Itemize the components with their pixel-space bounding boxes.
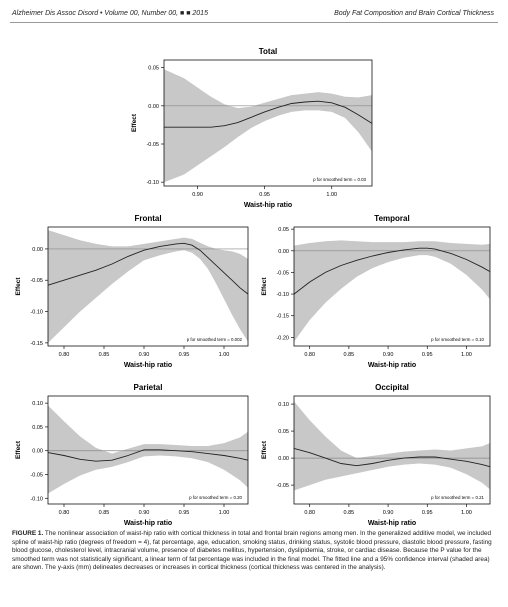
fitted-line (47, 449, 249, 462)
y-axis-label: Effect (15, 440, 22, 459)
chart-occipital: Occipital 0.10 0.05 0.00 -0.05 0.80 0.85 0.90 0.… (261, 383, 491, 527)
y-tick-label: -0.10 (30, 496, 43, 502)
x-tick-label: 0.95 (179, 352, 190, 358)
y-tick-label: -0.05 (30, 473, 43, 479)
y-axis-label: Effect (131, 113, 138, 132)
x-tick-label: 0.90 (192, 192, 203, 198)
figure-label: FIGURE 1. (12, 530, 44, 537)
y-tick-label: 0.00 (278, 249, 289, 255)
p-value-annotation: p for smoothed term = 0.10 (431, 337, 484, 342)
x-tick-label: 0.90 (139, 510, 150, 516)
y-tick-label: -0.05 (276, 270, 289, 276)
chart-title: Parietal (134, 383, 163, 392)
article-running-title: Body Fat Composition and Brain Cortical … (334, 10, 494, 17)
y-tick-label: 0.00 (278, 456, 289, 462)
plot-frame (293, 226, 491, 347)
y-tick-label: -0.20 (276, 335, 289, 341)
confidence-band (294, 401, 490, 491)
x-tick-label: 1.00 (461, 352, 472, 358)
x-tick-label: 0.95 (259, 192, 270, 198)
p-value-annotation: p for smoothed term = 0.002 (187, 337, 243, 342)
plot-frame (293, 395, 491, 505)
y-axis-label: Effect (15, 277, 22, 296)
x-tick-label: 0.90 (383, 510, 394, 516)
fitted-line (293, 447, 491, 468)
y-tick-label: -0.15 (30, 341, 43, 347)
y-tick-label: 0.00 (32, 449, 43, 455)
x-tick-label: 0.80 (304, 510, 315, 516)
x-tick-label: 0.95 (179, 510, 190, 516)
figure-caption-text: The nonlinear association of waist-hip r… (12, 530, 492, 572)
x-tick-label: 0.95 (422, 510, 433, 516)
fitted-line (164, 100, 373, 128)
p-value-annotation: p for smoothed term = 0.03 (313, 177, 366, 182)
x-tick-label: 0.85 (344, 352, 355, 358)
x-tick-label: 1.00 (219, 510, 230, 516)
chart-total: Total 0.05 0.00 -0.05 -0.10 0.90 0.95 1.00 Waist… (131, 47, 373, 209)
x-axis-label: Waist-hip ratio (244, 202, 292, 209)
x-axis-label: Waist-hip ratio (368, 520, 416, 527)
x-tick-label: 0.95 (422, 352, 433, 358)
y-tick-label: -0.10 (276, 292, 289, 298)
x-tick-label: 0.85 (344, 510, 355, 516)
x-tick-label: 0.80 (304, 352, 315, 358)
y-axis-label: Effect (261, 277, 268, 296)
y-tick-label: -0.10 (30, 310, 43, 316)
y-tick-label: 0.00 (148, 104, 159, 110)
p-value-annotation: p for smoothed term = 0.20 (189, 495, 242, 500)
x-tick-label: 0.80 (59, 352, 70, 358)
y-tick-label: 0.10 (278, 402, 289, 408)
p-value-annotation: p for smoothed term = 0.21 (431, 495, 484, 500)
confidence-band (294, 240, 490, 342)
y-tick-label: 0.05 (278, 227, 289, 233)
y-tick-label: 0.00 (32, 247, 43, 253)
confidence-band (48, 230, 248, 343)
chart-title: Frontal (134, 214, 161, 223)
chart-frontal: Frontal 0.00 -0.05 -0.10 -0.15 0.80 0.85 0.90 0.… (15, 214, 249, 369)
y-tick-label: -0.05 (276, 483, 289, 489)
plot-frame (47, 226, 249, 347)
header-rule (10, 22, 498, 23)
x-tick-label: 1.00 (461, 510, 472, 516)
chart-title: Occipital (375, 383, 409, 392)
chart-title: Temporal (374, 214, 409, 223)
journal-header: Alzheimer Dis Assoc Disord • Volume 00, … (12, 10, 208, 17)
confidence-band (164, 69, 372, 183)
x-tick-label: 0.90 (139, 352, 150, 358)
y-tick-label: 0.10 (32, 401, 43, 407)
chart-temporal: Temporal 0.05 0.00 -0.05 -0.10 -0.15 -0.20 0.80… (261, 214, 491, 369)
y-tick-label: 0.05 (278, 429, 289, 435)
chart-parietal: Parietal 0.10 0.05 0.00 -0.05 -0.10 0.80 0.85 0.… (15, 383, 249, 527)
x-axis-label: Waist-hip ratio (124, 362, 172, 369)
x-tick-label: 0.90 (383, 352, 394, 358)
y-axis-label: Effect (261, 440, 268, 459)
x-tick-label: 1.00 (219, 352, 230, 358)
x-axis-label: Waist-hip ratio (368, 362, 416, 369)
x-tick-label: 1.00 (326, 192, 337, 198)
x-tick-label: 0.80 (59, 510, 70, 516)
y-tick-label: 0.05 (32, 425, 43, 431)
x-axis-label: Waist-hip ratio (124, 520, 172, 527)
y-tick-label: -0.10 (146, 180, 159, 186)
plot-frame (163, 59, 373, 187)
x-tick-label: 0.85 (99, 352, 110, 358)
y-tick-label: -0.05 (30, 278, 43, 284)
fitted-line (47, 242, 249, 295)
figure-caption: FIGURE 1. The nonlinear association of w… (12, 530, 496, 573)
plot-frame (47, 395, 249, 505)
y-tick-label: -0.05 (146, 142, 159, 148)
chart-title: Total (259, 47, 278, 56)
fitted-line (293, 247, 491, 295)
y-tick-label: 0.05 (148, 66, 159, 72)
x-tick-label: 0.85 (99, 510, 110, 516)
y-tick-label: -0.15 (276, 314, 289, 320)
